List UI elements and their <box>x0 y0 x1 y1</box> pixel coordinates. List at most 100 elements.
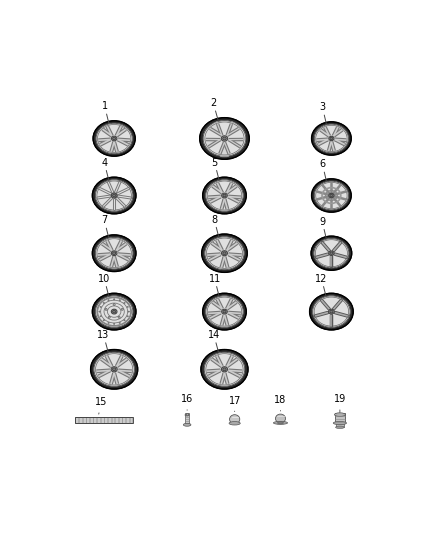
Bar <box>83 417 85 423</box>
Ellipse shape <box>100 316 101 317</box>
Text: 3: 3 <box>319 102 326 124</box>
Ellipse shape <box>313 296 350 327</box>
Ellipse shape <box>113 324 115 325</box>
Ellipse shape <box>96 123 132 154</box>
Ellipse shape <box>99 311 100 312</box>
Text: 8: 8 <box>211 215 219 237</box>
Ellipse shape <box>205 180 244 212</box>
Text: 7: 7 <box>101 215 109 238</box>
Ellipse shape <box>328 309 334 314</box>
Ellipse shape <box>223 252 226 255</box>
Text: 16: 16 <box>181 394 193 410</box>
Ellipse shape <box>222 309 227 314</box>
Ellipse shape <box>113 368 116 371</box>
Ellipse shape <box>312 296 350 327</box>
Ellipse shape <box>204 352 245 386</box>
Ellipse shape <box>230 415 240 424</box>
Bar <box>122 417 125 423</box>
Ellipse shape <box>113 310 116 313</box>
Ellipse shape <box>103 320 105 321</box>
Ellipse shape <box>311 122 351 155</box>
Ellipse shape <box>311 179 351 212</box>
Text: 14: 14 <box>208 330 220 352</box>
Text: 13: 13 <box>97 330 110 352</box>
Ellipse shape <box>336 426 344 429</box>
Wedge shape <box>206 139 221 149</box>
Ellipse shape <box>108 322 109 324</box>
Ellipse shape <box>329 136 334 141</box>
Ellipse shape <box>203 120 246 157</box>
Ellipse shape <box>103 302 105 303</box>
Bar <box>75 417 133 423</box>
Ellipse shape <box>223 310 226 313</box>
Ellipse shape <box>314 238 349 268</box>
Ellipse shape <box>111 136 117 141</box>
Ellipse shape <box>95 296 133 327</box>
Text: 19: 19 <box>334 394 346 413</box>
Ellipse shape <box>91 350 138 389</box>
Ellipse shape <box>124 302 125 303</box>
Ellipse shape <box>278 422 283 424</box>
Ellipse shape <box>314 124 349 153</box>
Bar <box>101 417 104 423</box>
Bar <box>185 414 189 425</box>
Bar <box>97 417 100 423</box>
Text: 12: 12 <box>315 274 328 296</box>
Ellipse shape <box>184 423 191 426</box>
Ellipse shape <box>229 422 240 425</box>
Ellipse shape <box>113 194 116 197</box>
Ellipse shape <box>222 251 227 256</box>
Text: 1: 1 <box>102 101 109 124</box>
Bar <box>119 417 122 423</box>
Ellipse shape <box>221 136 228 141</box>
Ellipse shape <box>111 251 117 256</box>
Bar <box>130 417 132 423</box>
Ellipse shape <box>201 234 247 272</box>
Bar <box>336 422 343 427</box>
Wedge shape <box>210 121 223 135</box>
Ellipse shape <box>94 352 134 386</box>
Bar <box>79 417 82 423</box>
Text: 17: 17 <box>229 395 241 411</box>
Ellipse shape <box>119 322 120 324</box>
Bar <box>75 417 78 423</box>
Ellipse shape <box>121 309 123 310</box>
Ellipse shape <box>96 123 132 154</box>
Text: 15: 15 <box>95 397 107 414</box>
Text: 2: 2 <box>210 98 218 121</box>
Ellipse shape <box>330 195 333 197</box>
Ellipse shape <box>92 177 136 214</box>
Ellipse shape <box>329 193 334 198</box>
Ellipse shape <box>92 235 136 271</box>
Ellipse shape <box>111 367 117 372</box>
Ellipse shape <box>330 310 333 313</box>
Ellipse shape <box>273 422 287 424</box>
Ellipse shape <box>200 118 249 159</box>
Ellipse shape <box>314 124 349 153</box>
Ellipse shape <box>205 237 244 270</box>
Ellipse shape <box>330 252 333 254</box>
Ellipse shape <box>276 414 286 423</box>
Text: 4: 4 <box>101 158 109 180</box>
Ellipse shape <box>111 309 117 314</box>
Ellipse shape <box>108 300 109 301</box>
Ellipse shape <box>92 293 136 330</box>
Ellipse shape <box>310 293 353 330</box>
Ellipse shape <box>105 309 107 310</box>
Ellipse shape <box>206 180 243 211</box>
Ellipse shape <box>314 181 349 210</box>
Ellipse shape <box>95 180 133 212</box>
Ellipse shape <box>93 121 135 156</box>
Ellipse shape <box>204 352 245 386</box>
Ellipse shape <box>314 239 349 268</box>
Ellipse shape <box>206 296 243 327</box>
Bar <box>86 417 89 423</box>
Bar <box>112 417 114 423</box>
Ellipse shape <box>113 304 115 305</box>
Ellipse shape <box>330 138 333 140</box>
Ellipse shape <box>222 367 227 372</box>
Bar <box>93 417 96 423</box>
Ellipse shape <box>314 181 349 210</box>
Ellipse shape <box>127 306 128 308</box>
Ellipse shape <box>203 177 246 214</box>
